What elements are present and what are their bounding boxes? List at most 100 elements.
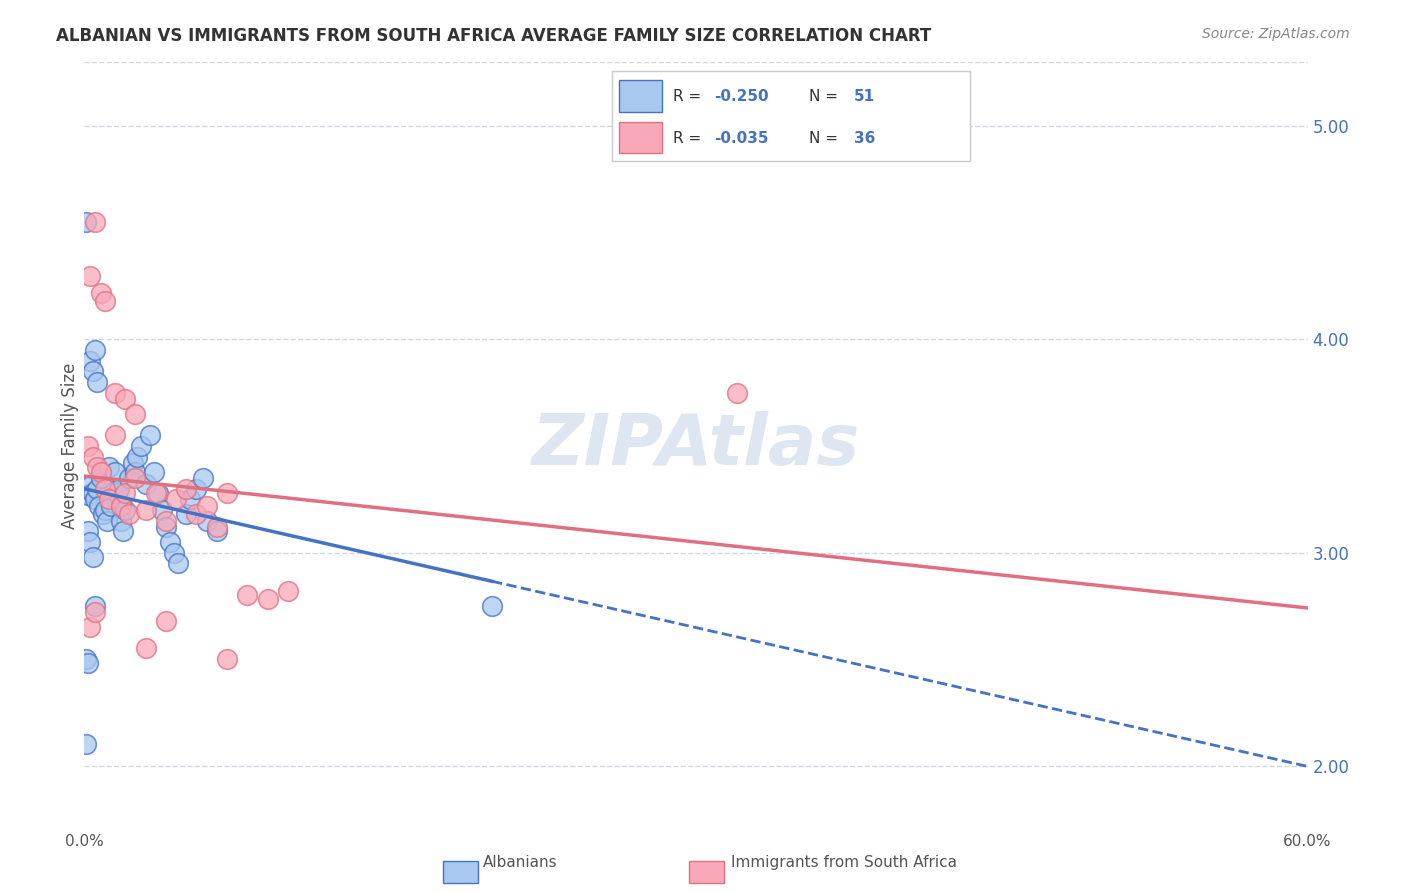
Point: [112, 524, 135, 539]
Point: [145, 486, 167, 500]
Point: [217, 652, 239, 666]
Point: [124, 471, 146, 485]
Point: [124, 407, 146, 421]
Point: [277, 583, 299, 598]
Point: [205, 524, 228, 539]
Point: [86, 460, 108, 475]
Point: [82, 549, 104, 564]
Point: [135, 641, 157, 656]
Point: [93, 482, 115, 496]
Point: [146, 486, 169, 500]
Text: ALBANIAN VS IMMIGRANTS FROM SOUTH AFRICA AVERAGE FAMILY SIZE CORRELATION CHART: ALBANIAN VS IMMIGRANTS FROM SOUTH AFRICA…: [56, 27, 932, 45]
Point: [122, 456, 145, 470]
Y-axis label: Average Family Size: Average Family Size: [60, 363, 79, 529]
Point: [87, 499, 110, 513]
Text: -0.250: -0.250: [714, 89, 769, 103]
Point: [75, 652, 97, 666]
Point: [79, 534, 101, 549]
Bar: [619, 122, 662, 153]
Point: [195, 499, 218, 513]
Point: [77, 524, 100, 539]
Point: [114, 486, 136, 500]
Point: [93, 294, 115, 309]
Point: [191, 471, 214, 485]
Point: [83, 599, 105, 613]
Point: [110, 514, 132, 528]
Point: [138, 428, 160, 442]
Point: [93, 503, 115, 517]
Point: [174, 507, 197, 521]
Text: R =: R =: [672, 89, 706, 103]
Point: [104, 465, 127, 479]
Point: [105, 486, 128, 500]
Point: [195, 514, 218, 528]
Point: [83, 492, 105, 507]
Text: Source: ZipAtlas.com: Source: ZipAtlas.com: [1202, 27, 1350, 41]
Point: [135, 503, 157, 517]
Point: [97, 492, 120, 507]
Text: N =: N =: [808, 89, 842, 103]
Point: [155, 520, 177, 534]
Point: [163, 545, 186, 559]
Point: [186, 482, 208, 496]
Point: [110, 499, 132, 513]
Point: [118, 507, 141, 521]
Point: [205, 520, 228, 534]
Point: [77, 488, 100, 502]
Text: 36: 36: [853, 131, 875, 145]
Point: [75, 215, 97, 229]
Point: [83, 215, 105, 229]
Point: [118, 471, 141, 485]
Text: 51: 51: [853, 89, 875, 103]
Point: [135, 477, 157, 491]
Point: [82, 486, 104, 500]
Point: [77, 657, 100, 671]
Point: [86, 482, 108, 496]
Point: [79, 268, 101, 283]
Point: [90, 285, 112, 300]
Point: [86, 375, 108, 389]
Point: [75, 737, 97, 751]
Bar: [619, 80, 662, 112]
Point: [481, 599, 503, 613]
Text: -0.035: -0.035: [714, 131, 768, 145]
Text: Immigrants from South Africa: Immigrants from South Africa: [731, 855, 956, 870]
Point: [131, 439, 153, 453]
Point: [127, 450, 149, 464]
Point: [100, 499, 122, 513]
Point: [236, 588, 259, 602]
Point: [124, 465, 146, 479]
Point: [82, 450, 104, 464]
Text: R =: R =: [672, 131, 706, 145]
Point: [179, 492, 201, 507]
Point: [96, 514, 118, 528]
Text: ZIPAtlas: ZIPAtlas: [531, 411, 860, 481]
Point: [90, 465, 112, 479]
Point: [257, 592, 280, 607]
Point: [79, 353, 101, 368]
Point: [79, 479, 101, 493]
Point: [114, 392, 136, 406]
Point: [108, 482, 131, 496]
Point: [83, 605, 105, 619]
Point: [114, 503, 136, 517]
Point: [725, 385, 748, 400]
Point: [83, 343, 105, 357]
Point: [90, 471, 112, 485]
Point: [165, 492, 187, 507]
Point: [159, 534, 181, 549]
Point: [77, 439, 100, 453]
Point: [155, 514, 177, 528]
Point: [91, 507, 114, 521]
Point: [97, 460, 120, 475]
Point: [186, 507, 208, 521]
Point: [82, 364, 104, 378]
Point: [174, 482, 197, 496]
Point: [104, 428, 127, 442]
Text: N =: N =: [808, 131, 842, 145]
Point: [104, 385, 127, 400]
Point: [155, 614, 177, 628]
Point: [142, 465, 165, 479]
Point: [167, 556, 190, 570]
Point: [150, 503, 173, 517]
